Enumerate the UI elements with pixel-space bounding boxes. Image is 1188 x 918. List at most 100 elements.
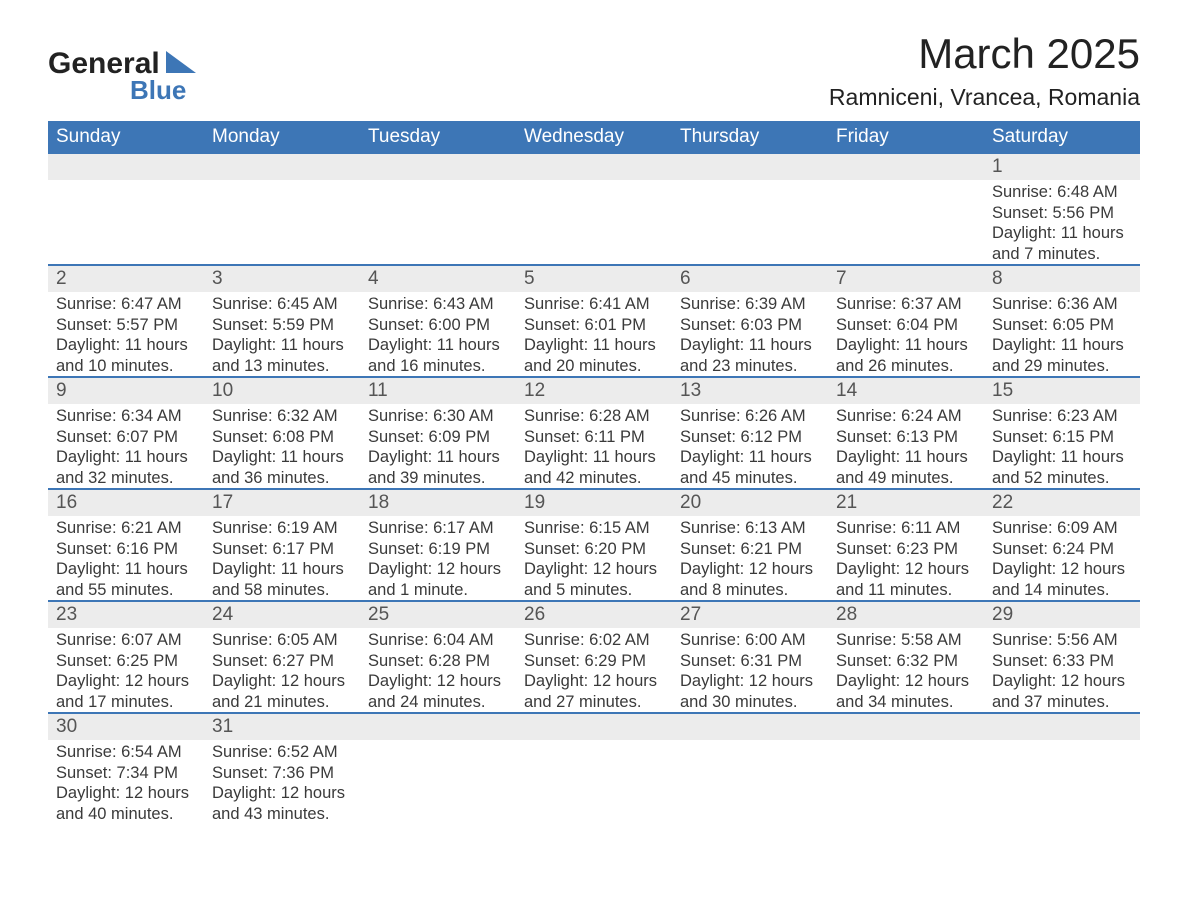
day-number: 28 [828,602,984,628]
sunset-text: Sunset: 6:27 PM [212,651,352,672]
sunset-text: Sunset: 6:04 PM [836,315,976,336]
day-details: Sunrise: 6:36 AMSunset: 6:05 PMDaylight:… [984,292,1140,376]
daylight2-text: and 40 minutes. [56,804,196,825]
daylight1-text: Daylight: 11 hours [836,335,976,356]
daylight1-text: Daylight: 12 hours [56,671,196,692]
weekday-header: Monday [204,121,360,154]
day-number: 23 [48,602,204,628]
daynum-row: 3031 [48,713,1140,740]
day-details: Sunrise: 6:24 AMSunset: 6:13 PMDaylight:… [828,404,984,488]
sunset-text: Sunset: 5:59 PM [212,315,352,336]
day-number: 10 [204,378,360,404]
day-number: 27 [672,602,828,628]
day-details: Sunrise: 6:21 AMSunset: 6:16 PMDaylight:… [48,516,204,600]
daylight2-text: and 52 minutes. [992,468,1132,489]
day-number: 8 [984,266,1140,292]
daylight1-text: Daylight: 11 hours [992,447,1132,468]
sunset-text: Sunset: 6:15 PM [992,427,1132,448]
sunset-text: Sunset: 6:33 PM [992,651,1132,672]
empty-details [516,180,672,264]
title-block: March 2025 Ramniceni, Vrancea, Romania [829,30,1140,111]
empty-daynum [360,714,516,740]
daylight2-text: and 13 minutes. [212,356,352,377]
daylight1-text: Daylight: 12 hours [992,671,1132,692]
detail-row: Sunrise: 6:54 AMSunset: 7:34 PMDaylight:… [48,740,1140,824]
sunrise-text: Sunrise: 6:21 AM [56,518,196,539]
brand-logo: General Blue [48,49,196,103]
daylight1-text: Daylight: 11 hours [680,335,820,356]
day-details: Sunrise: 6:17 AMSunset: 6:19 PMDaylight:… [360,516,516,600]
daylight2-text: and 34 minutes. [836,692,976,713]
day-number: 1 [984,154,1140,180]
day-details: Sunrise: 6:52 AMSunset: 7:36 PMDaylight:… [204,740,360,824]
daylight1-text: Daylight: 11 hours [992,223,1132,244]
day-number: 16 [48,490,204,516]
empty-details [828,740,984,824]
sunrise-text: Sunrise: 5:58 AM [836,630,976,651]
weekday-header: Friday [828,121,984,154]
sunset-text: Sunset: 6:00 PM [368,315,508,336]
day-details: Sunrise: 6:41 AMSunset: 6:01 PMDaylight:… [516,292,672,376]
daylight1-text: Daylight: 11 hours [212,447,352,468]
day-number: 21 [828,490,984,516]
daylight2-text: and 36 minutes. [212,468,352,489]
daylight2-text: and 32 minutes. [56,468,196,489]
detail-row: Sunrise: 6:48 AMSunset: 5:56 PMDaylight:… [48,180,1140,265]
sunrise-text: Sunrise: 6:24 AM [836,406,976,427]
sunrise-text: Sunrise: 6:28 AM [524,406,664,427]
daylight2-text: and 23 minutes. [680,356,820,377]
day-details: Sunrise: 6:39 AMSunset: 6:03 PMDaylight:… [672,292,828,376]
sunset-text: Sunset: 6:19 PM [368,539,508,560]
daylight2-text: and 55 minutes. [56,580,196,601]
sunset-text: Sunset: 7:36 PM [212,763,352,784]
day-number: 24 [204,602,360,628]
empty-details [828,180,984,264]
daylight2-text: and 58 minutes. [212,580,352,601]
day-number: 7 [828,266,984,292]
daynum-row: 16171819202122 [48,489,1140,516]
calendar-table: Sunday Monday Tuesday Wednesday Thursday… [48,121,1140,824]
daylight2-text: and 37 minutes. [992,692,1132,713]
daylight1-text: Daylight: 12 hours [680,559,820,580]
sunset-text: Sunset: 6:17 PM [212,539,352,560]
sunset-text: Sunset: 6:31 PM [680,651,820,672]
sunrise-text: Sunrise: 6:05 AM [212,630,352,651]
day-details: Sunrise: 6:19 AMSunset: 6:17 PMDaylight:… [204,516,360,600]
empty-details [672,740,828,824]
sunrise-text: Sunrise: 6:07 AM [56,630,196,651]
sunset-text: Sunset: 6:24 PM [992,539,1132,560]
sunset-text: Sunset: 6:20 PM [524,539,664,560]
empty-daynum [360,154,516,180]
day-details: Sunrise: 5:58 AMSunset: 6:32 PMDaylight:… [828,628,984,712]
sunrise-text: Sunrise: 6:43 AM [368,294,508,315]
daylight2-text: and 26 minutes. [836,356,976,377]
day-details: Sunrise: 5:56 AMSunset: 6:33 PMDaylight:… [984,628,1140,712]
sunrise-text: Sunrise: 6:17 AM [368,518,508,539]
day-details: Sunrise: 6:30 AMSunset: 6:09 PMDaylight:… [360,404,516,488]
daylight2-text: and 39 minutes. [368,468,508,489]
empty-daynum [828,714,984,740]
day-number: 25 [360,602,516,628]
empty-daynum [516,154,672,180]
page-title: March 2025 [829,30,1140,78]
sunrise-text: Sunrise: 6:45 AM [212,294,352,315]
day-number: 9 [48,378,204,404]
sunset-text: Sunset: 6:23 PM [836,539,976,560]
detail-row: Sunrise: 6:47 AMSunset: 5:57 PMDaylight:… [48,292,1140,377]
sunrise-text: Sunrise: 6:39 AM [680,294,820,315]
daylight1-text: Daylight: 11 hours [56,559,196,580]
sunrise-text: Sunrise: 6:52 AM [212,742,352,763]
sunrise-text: Sunrise: 5:56 AM [992,630,1132,651]
daylight1-text: Daylight: 11 hours [992,335,1132,356]
daylight1-text: Daylight: 11 hours [56,447,196,468]
sunrise-text: Sunrise: 6:15 AM [524,518,664,539]
daylight1-text: Daylight: 11 hours [680,447,820,468]
detail-row: Sunrise: 6:34 AMSunset: 6:07 PMDaylight:… [48,404,1140,489]
day-details: Sunrise: 6:05 AMSunset: 6:27 PMDaylight:… [204,628,360,712]
sunset-text: Sunset: 5:56 PM [992,203,1132,224]
weekday-header: Thursday [672,121,828,154]
daylight2-text: and 8 minutes. [680,580,820,601]
sunrise-text: Sunrise: 6:11 AM [836,518,976,539]
sunrise-text: Sunrise: 6:48 AM [992,182,1132,203]
sunset-text: Sunset: 6:01 PM [524,315,664,336]
